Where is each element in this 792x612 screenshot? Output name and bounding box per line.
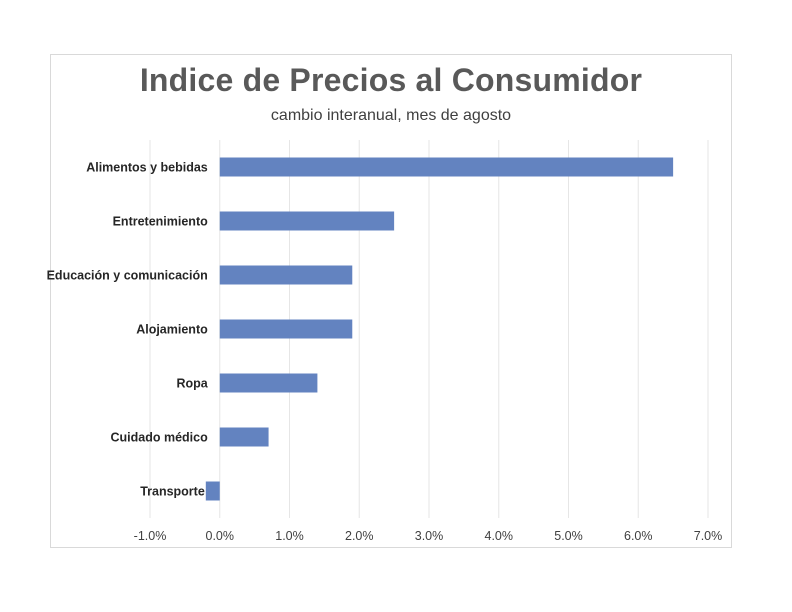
x-tick-label: 5.0% xyxy=(554,529,583,543)
chart-subtitle: cambio interanual, mes de agosto xyxy=(270,107,512,124)
category-label: Transporte xyxy=(140,485,205,499)
x-tick-label: 0.0% xyxy=(206,529,235,543)
x-tick-label: 7.0% xyxy=(694,529,723,543)
category-label: Alimentos y bebidas xyxy=(86,161,208,175)
bar xyxy=(205,481,220,501)
x-tick-label: 2.0% xyxy=(345,529,374,543)
category-labels: Alimentos y bebidas Entretenimiento Educac… xyxy=(47,161,209,499)
bar xyxy=(219,319,353,339)
bar xyxy=(219,373,318,393)
x-tick-label: 3.0% xyxy=(415,529,444,543)
x-tick-label: 1.0% xyxy=(275,529,304,543)
x-tick-label: -1.0% xyxy=(134,529,167,543)
chart-title: Indice de Precios al Consumidor xyxy=(139,62,643,98)
category-label: Cuidado médico xyxy=(111,431,209,445)
gridlines xyxy=(149,140,709,518)
bar xyxy=(219,211,395,231)
chart-frame xyxy=(50,54,732,548)
category-label: Entretenimiento xyxy=(113,215,209,229)
bar xyxy=(219,157,674,177)
category-label: Ropa xyxy=(177,377,209,391)
x-tick-label: 4.0% xyxy=(485,529,514,543)
x-axis-tick-labels: -1.0% 0.0% 1.0% 2.0% 3.0% 4.0% 5.0% 6.0% 7.0% xyxy=(134,529,723,543)
bars xyxy=(205,157,674,501)
category-label: Alojamiento xyxy=(136,323,208,337)
category-label: Educación y comunicación xyxy=(47,269,208,283)
x-tick-label: 6.0% xyxy=(624,529,653,543)
bar xyxy=(219,427,269,447)
bar xyxy=(219,265,353,285)
